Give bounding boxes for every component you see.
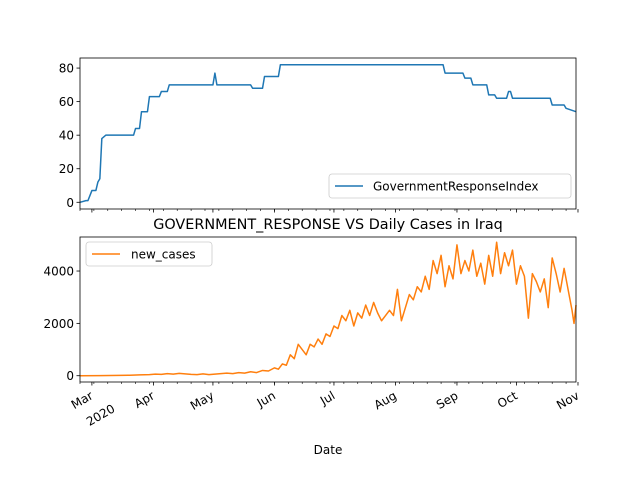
top-series-line-0 — [79, 63, 577, 204]
chart-title: GOVERNMENT_RESPONSE VS Daily Cases in Ir… — [153, 217, 503, 233]
top-y-tick-label: 0 — [66, 196, 74, 210]
bottom-y-tick-label: 2000 — [43, 317, 74, 331]
top-plot-frame — [79, 57, 577, 210]
bottom-legend-label: new_cases — [131, 248, 196, 262]
bottom-legend: new_cases — [85, 241, 213, 267]
top-legend-box — [328, 173, 572, 199]
top-y-tick-label: 20 — [59, 162, 74, 176]
top-y-tick-label: 60 — [59, 95, 74, 109]
x-tick-label-jul: Jul — [317, 388, 337, 408]
x-axis-label: Date — [314, 443, 343, 457]
top-y-tick-label: 40 — [59, 129, 74, 143]
bottom-plot-panel: GOVERNMENT_RESPONSE VS Daily Cases in Ir… — [43, 217, 581, 457]
top-plot-panel: 0 20 40 60 80 GovernmentResponseIndex — [59, 57, 579, 213]
bottom-y-tick-label: 4000 — [43, 265, 74, 279]
bottom-legend-box — [85, 241, 213, 267]
bottom-series-line-0 — [79, 241, 577, 377]
bottom-plot-frame — [79, 236, 577, 383]
top-legend-label: GovernmentResponseIndex — [373, 180, 539, 194]
top-y-tick-label: 80 — [59, 62, 74, 76]
bottom-y-tick-label: 0 — [66, 369, 74, 383]
top-legend: GovernmentResponseIndex — [328, 173, 572, 199]
